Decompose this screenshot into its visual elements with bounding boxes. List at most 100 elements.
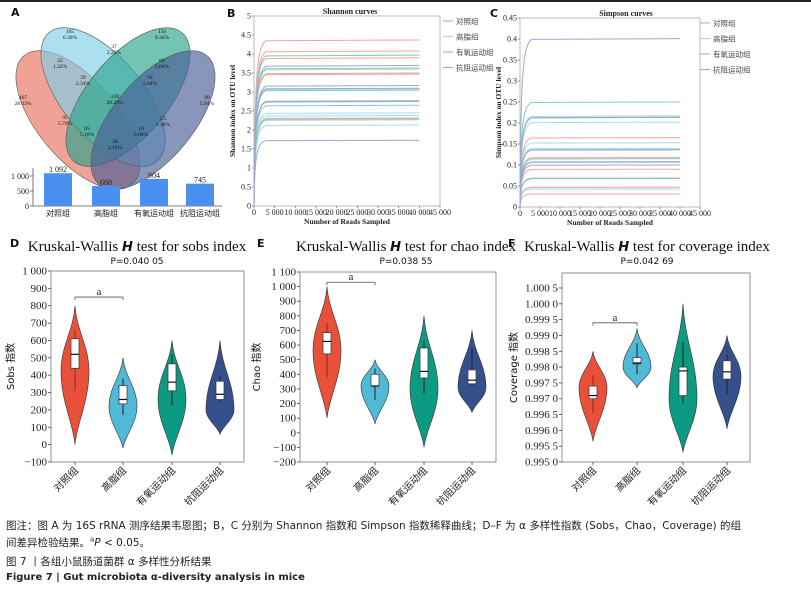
x-tick-label: 25 000 — [609, 209, 631, 218]
y-tick-label: 300 — [31, 387, 48, 399]
venn-region-percent: 1.32% — [53, 64, 68, 70]
curve-line — [519, 38, 681, 208]
bar-value-label: 745 — [194, 176, 206, 185]
panel-label-f: F — [508, 237, 516, 250]
curve-line — [253, 57, 420, 207]
y-tick-label: 500 — [17, 187, 29, 196]
y-tick-label: 1 000 — [271, 281, 296, 293]
venn-region-percent: 2.22% — [107, 50, 122, 56]
y-tick-label: 1 000 — [11, 172, 29, 181]
y-tick-label: 0.35 — [503, 56, 517, 65]
plot-frame — [561, 272, 751, 463]
x-tick-label: 45 000 — [689, 209, 711, 218]
venn-region-percent: 2.16% — [108, 145, 123, 151]
panel-label-a: A — [11, 6, 20, 19]
panel-label-d: D — [10, 237, 19, 250]
legend-label: 对照组 — [456, 16, 479, 26]
legend-label: 高脂组 — [713, 34, 736, 44]
bar-value-label: 668 — [100, 178, 112, 187]
y-tick-label: 1 000 — [22, 266, 47, 278]
x-axis-label: Number of Reads Sampled — [567, 218, 654, 227]
legend-label: 高脂组 — [456, 32, 479, 42]
y-tick-label: 0.999 0 — [525, 330, 559, 342]
panel-label-c: C — [490, 7, 498, 20]
venn-region-count: 156 — [158, 29, 167, 35]
y-tick-label: 0.995 5 — [525, 441, 559, 453]
y-tick-label: 0 — [513, 203, 517, 212]
x-tick-label: 0 — [252, 208, 256, 217]
x-tick-label: 高脂组 — [351, 464, 381, 494]
venn-region-count: 338 — [111, 94, 120, 100]
chart-title: Simpson curves — [599, 9, 653, 18]
curve-line — [253, 119, 420, 207]
x-tick-label: 对照组 — [303, 464, 333, 494]
venn-region-percent: 1.38% — [156, 122, 171, 128]
significance-bracket — [592, 322, 638, 326]
significance-label: a — [349, 271, 354, 283]
y-tick-label: 0 — [247, 202, 251, 211]
y-tick-label: 0.1 — [507, 161, 517, 170]
box-iqr — [722, 360, 732, 380]
curve-line — [253, 118, 420, 207]
bar — [140, 178, 168, 206]
x-tick-label: 0 — [518, 209, 522, 218]
y-tick-label: 700 — [280, 325, 297, 337]
venn-region-percent: 9.36% — [155, 35, 170, 41]
x-tick-label: 20 000 — [326, 208, 348, 217]
venn-region-count: 22 — [57, 58, 63, 64]
chart-title: Kruskal-Wallis H test for sobs index — [28, 239, 247, 255]
y-tick-label: 0.05 — [503, 182, 517, 191]
title-text: Kruskal-Wallis — [28, 239, 122, 255]
y-tick-label: 0.998 0 — [525, 362, 559, 374]
venn-region-count: 95 — [62, 115, 68, 121]
y-tick-label: 100 — [31, 422, 48, 434]
curve-line — [253, 100, 420, 207]
curve-line — [519, 186, 681, 208]
caption-note-line1: 图注：图 A 为 16S rRNA 测序结果韦恩图；B，C 分别为 Shanno… — [6, 520, 741, 532]
x-tick-label: 5 000 — [531, 209, 549, 218]
legend-label: 对照组 — [713, 18, 736, 28]
curve-line — [519, 168, 681, 208]
y-axis-label: Shannon index on OTU level — [228, 65, 237, 157]
x-tick-label: 有氧运动组 — [645, 464, 690, 505]
venn-region-percent: 5.10% — [80, 132, 95, 138]
x-tick-label: 抗阻运动组 — [182, 464, 227, 505]
venn-region-count: 94 — [147, 75, 153, 81]
y-tick-label: 500 — [280, 354, 297, 366]
x-tick-label: 35 000 — [649, 209, 671, 218]
curve-line — [253, 112, 420, 207]
curve-line — [519, 164, 681, 208]
venn-region-count: 99 — [204, 95, 210, 101]
legend-label: 抗阻运动组 — [713, 65, 751, 75]
y-tick-label: 600 — [280, 340, 297, 352]
y-axis-label: Simpson index on OTU level — [494, 67, 503, 158]
box-iqr — [167, 363, 177, 392]
box-iqr — [632, 357, 642, 365]
x-axis-label: Number of Reads Sampled — [304, 217, 391, 226]
chart-title: Kruskal-Wallis H test for coverage index — [524, 239, 770, 255]
venn-region-count: 105 — [66, 29, 75, 35]
x-tick-label: 高脂组 — [94, 208, 118, 218]
caption-note-text: 间差异检验结果。 — [6, 537, 90, 549]
caption-threshold: < 0.05。 — [100, 537, 150, 549]
y-tick-label: 0 — [291, 427, 297, 439]
title-text: Kruskal-Wallis — [524, 239, 618, 255]
significance-label: a — [613, 312, 618, 324]
x-tick-label: 抗阻运动组 — [689, 464, 734, 505]
y-tick-label: 4.5 — [241, 31, 251, 40]
y-tick-label: 0.25 — [503, 98, 517, 107]
y-tick-label: 0.4 — [507, 35, 517, 44]
x-tick-label: 15 000 — [569, 209, 591, 218]
y-tick-label: 900 — [31, 283, 48, 295]
curve-line — [253, 88, 420, 207]
figure-title-en: Figure 7 | Gut microbiota α-diversity an… — [6, 572, 305, 583]
y-tick-label: 600 — [31, 335, 48, 347]
x-tick-label: 对照组 — [569, 464, 599, 494]
bar-value-label: 904 — [148, 171, 160, 180]
y-tick-label: 5 — [247, 12, 251, 21]
title-text: test for coverage index — [629, 239, 770, 255]
y-tick-label: 0.3 — [507, 77, 517, 86]
curve-line — [253, 72, 420, 207]
top-rule — [0, 0, 811, 2]
